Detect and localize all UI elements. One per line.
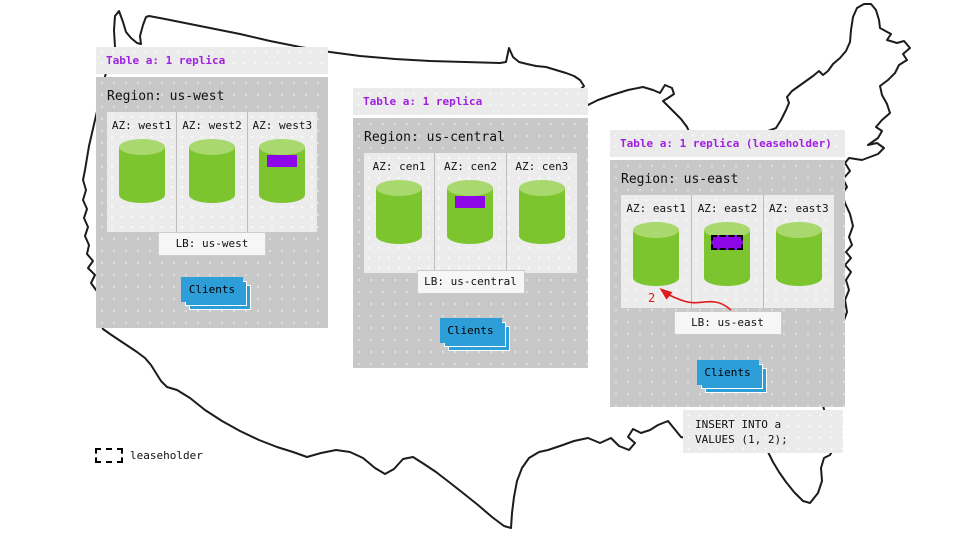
database-node-icon — [376, 180, 423, 244]
sql-note: INSERT INTO a VALUES (1, 2); — [683, 410, 843, 453]
region-panel-us-west: Table a: 1 replica Region: us-west AZ: w… — [96, 47, 328, 328]
legend-label: leaseholder — [130, 449, 203, 462]
database-node-icon — [704, 222, 751, 286]
az-label: AZ: west3 — [252, 119, 313, 132]
az-label: AZ: cen1 — [372, 160, 426, 173]
az-column-east2: AZ: east2 — [691, 195, 762, 308]
database-node-icon — [188, 139, 235, 203]
database-node-icon — [518, 180, 565, 244]
region-body-us-east: Region: us-east AZ: east1 AZ: east2 AZ: … — [610, 160, 845, 407]
region-title: Region: us-central — [364, 130, 505, 145]
az-label: AZ: west2 — [182, 119, 242, 132]
load-balancer-box: LB: us-central — [416, 270, 525, 294]
leaseholder-badge-icon — [711, 235, 744, 250]
az-column-east3: AZ: east3 — [762, 195, 834, 308]
az-label: AZ: cen2 — [444, 160, 497, 173]
sql-note-line2: VALUES (1, 2); — [695, 433, 788, 446]
database-node-icon — [633, 222, 680, 286]
load-balancer-box: LB: us-west — [158, 232, 266, 256]
az-label: AZ: west1 — [111, 119, 172, 132]
region-panel-us-central: Table a: 1 replica Region: us-central AZ… — [353, 88, 588, 368]
database-node-icon — [775, 222, 822, 286]
az-panel: AZ: east1 AZ: east2 AZ: east3 — [621, 195, 834, 308]
az-column-cen3: AZ: cen3 — [505, 153, 577, 273]
clients-box: Clients — [696, 360, 759, 385]
arrow-step-label: 2 — [648, 291, 656, 305]
clients-stack: Clients — [439, 318, 510, 351]
table-replica-header: Table a: 1 replica — [96, 47, 328, 74]
az-panel: AZ: west1 AZ: west2 AZ: west3 — [107, 112, 317, 232]
az-label: AZ: east3 — [769, 202, 829, 215]
az-label: AZ: cen3 — [515, 160, 569, 173]
clients-stack: Clients — [181, 277, 251, 310]
az-panel: AZ: cen1 AZ: cen2 AZ: cen3 — [364, 153, 577, 273]
az-column-west3: AZ: west3 — [246, 112, 317, 232]
clients-stack: Clients — [696, 360, 767, 393]
database-node-icon — [118, 139, 165, 203]
region-title: Region: us-east — [621, 172, 739, 187]
az-column-cen2: AZ: cen2 — [434, 153, 505, 273]
az-label: AZ: east2 — [697, 202, 758, 215]
leaseholder-swatch-icon — [95, 448, 123, 463]
region-body-us-west: Region: us-west AZ: west1 AZ: west2 AZ: … — [96, 77, 328, 328]
az-column-cen1: AZ: cen1 — [364, 153, 434, 273]
clients-box: Clients — [439, 318, 502, 343]
replica-badge-icon — [267, 155, 298, 167]
database-node-icon — [447, 180, 494, 244]
az-column-west1: AZ: west1 — [107, 112, 176, 232]
database-node-icon — [259, 139, 306, 203]
az-column-east1: AZ: east1 — [621, 195, 691, 308]
clients-box: Clients — [181, 277, 243, 302]
region-body-us-central: Region: us-central AZ: cen1 AZ: cen2 AZ:… — [353, 118, 588, 368]
legend: leaseholder — [95, 448, 203, 463]
table-replica-header: Table a: 1 replica — [353, 88, 588, 115]
table-replica-header: Table a: 1 replica (leaseholder) — [610, 130, 845, 157]
az-label: AZ: east1 — [626, 202, 686, 215]
sql-note-line1: INSERT INTO a — [695, 418, 782, 431]
region-panel-us-east: Table a: 1 replica (leaseholder) Region:… — [610, 130, 845, 407]
table-replica-label: Table a: 1 replica (leaseholder) — [620, 137, 832, 150]
load-balancer-box: LB: us-east — [673, 311, 782, 335]
replica-badge-icon — [455, 196, 486, 208]
table-replica-label: Table a: 1 replica — [106, 54, 226, 67]
table-replica-label: Table a: 1 replica — [363, 95, 483, 108]
region-title: Region: us-west — [107, 89, 225, 104]
az-column-west2: AZ: west2 — [176, 112, 246, 232]
